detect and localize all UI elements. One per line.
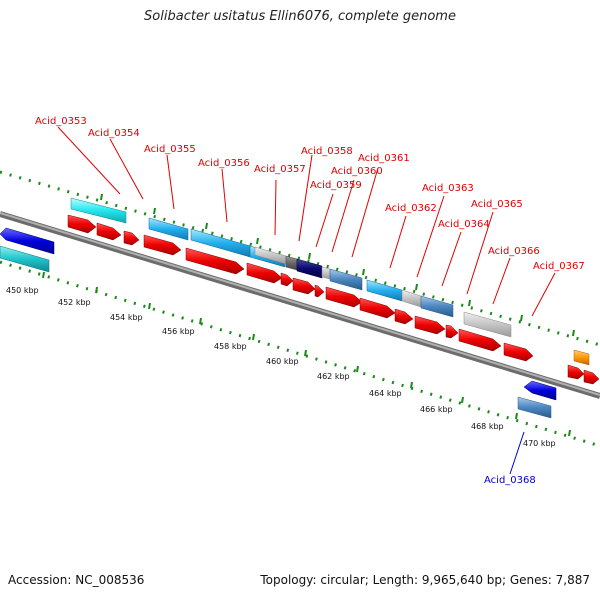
gene-label-acid-0364: Acid_0364	[438, 219, 490, 230]
gene-arrow-forward	[414, 315, 446, 335]
genome-title: Solibacter usitatus Ellin6076, complete …	[144, 9, 456, 24]
gene-arrow-reverse	[0, 227, 55, 255]
gene-arrow-forward	[292, 277, 316, 295]
gene-label-acid-0368: Acid_0368	[484, 475, 536, 486]
forward-gene-arrows	[67, 214, 600, 385]
gene-arrow-forward	[185, 247, 245, 275]
accession-text: Accession: NC_008536	[8, 573, 145, 587]
scale-label: 452 kbp	[58, 298, 91, 307]
gene-arrow-forward	[67, 214, 97, 234]
gene-label-acid-0358: Acid_0358	[301, 146, 353, 157]
gene-features-upper	[70, 197, 590, 366]
gene-label-acid-0357: Acid_0357	[254, 164, 306, 175]
feature-box-gray	[401, 289, 422, 308]
scale-label: 462 kbp	[317, 372, 350, 381]
genome-backbone	[0, 211, 600, 399]
gene-label-acid-0366: Acid_0366	[488, 246, 540, 257]
gene-label-acid-0356: Acid_0356	[198, 158, 250, 169]
reverse-label-leaders	[509, 431, 525, 475]
scale-label: 454 kbp	[110, 313, 143, 322]
scale-label: 458 kbp	[214, 342, 247, 351]
gene-label-acid-0362: Acid_0362	[385, 203, 437, 214]
gene-label-acid-0354: Acid_0354	[88, 128, 140, 139]
feature-box-dark-navy	[296, 258, 323, 279]
feature-box-steel	[329, 268, 363, 291]
gene-label-leaders	[57, 126, 556, 317]
feature-box-teal	[0, 245, 50, 273]
gene-arrow-forward	[359, 297, 396, 319]
feature-box-gray-dark	[285, 255, 298, 271]
scale-label: 464 kbp	[369, 389, 402, 398]
gene-label-acid-0367: Acid_0367	[533, 261, 585, 272]
gene-arrow-forward	[394, 308, 414, 325]
gene-arrow-forward	[246, 262, 283, 284]
gene-arrow-forward	[143, 234, 182, 256]
scale-label: 470 kbp	[523, 439, 556, 448]
gene-label-acid-0365: Acid_0365	[471, 199, 523, 210]
gene-label-acid-0353: Acid_0353	[35, 116, 87, 127]
feature-box-steel	[420, 295, 454, 318]
feature-box-cyan	[70, 197, 127, 224]
gene-label-acid-0361: Acid_0361	[358, 153, 410, 164]
gene-arrow-forward	[123, 230, 140, 246]
major-ticks	[42, 193, 575, 437]
feature-box-gray	[463, 311, 512, 338]
gene-arrow-reverse	[523, 380, 557, 401]
scale-label: 468 kbp	[471, 422, 504, 431]
scale-label: 460 kbp	[266, 357, 299, 366]
feature-box-gray	[321, 266, 331, 280]
gene-label-acid-0360: Acid_0360	[331, 166, 383, 177]
gene-arrow-forward	[280, 272, 294, 287]
gene-arrow-forward	[325, 286, 363, 308]
scale-label: 450 kbp	[6, 286, 39, 295]
gene-arrow-forward	[96, 222, 122, 241]
gene-arrow-forward	[567, 364, 585, 380]
gene-label-acid-0363: Acid_0363	[422, 183, 474, 194]
feature-box-orange	[573, 349, 590, 366]
gene-arrow-forward	[445, 324, 459, 339]
scale-label: 456 kbp	[162, 327, 195, 336]
genome-summary-text: Topology: circular; Length: 9,965,640 bp…	[260, 573, 590, 587]
gene-arrow-forward	[458, 328, 502, 352]
gene-arrow-forward	[583, 369, 600, 385]
scale-label: 466 kbp	[420, 405, 453, 414]
feature-box-steel	[517, 396, 552, 419]
gene-arrow-forward	[314, 284, 325, 298]
outer-tick-ruler	[0, 170, 600, 347]
feature-box-sky	[148, 217, 189, 241]
reverse-gene-features	[0, 227, 557, 419]
gene-label-acid-0359: Acid_0359	[310, 180, 362, 191]
gene-arrow-forward	[503, 342, 534, 362]
gene-label-acid-0355: Acid_0355	[144, 144, 196, 155]
